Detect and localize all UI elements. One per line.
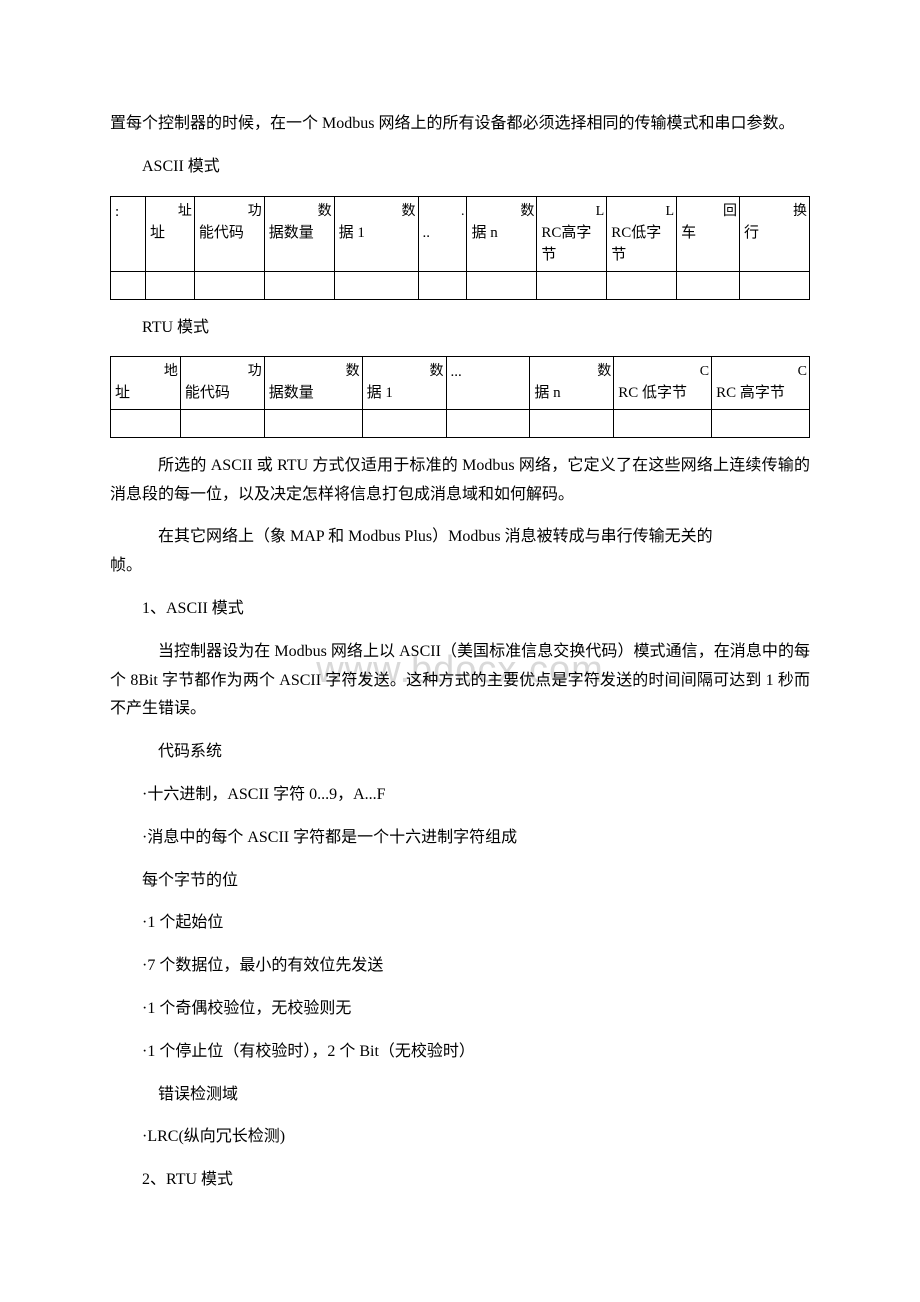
byte-bit-title: 每个字节的位	[110, 867, 810, 896]
ascii-mode-table: :址址功能代码数据数量数据 1...数据 nLRC高字节LRC低字节回车换行	[110, 196, 810, 300]
rtu-empty-cell	[362, 409, 446, 437]
rtu-header-cell: 数据数量	[264, 357, 362, 410]
rtu-header-cell: CRC 低字节	[614, 357, 712, 410]
ascii-empty-cell	[111, 271, 146, 299]
ascii-empty-cell	[607, 271, 677, 299]
rtu-header-cell: 地址	[111, 357, 181, 410]
ascii-header-cell: 回车	[677, 196, 740, 271]
rtu-empty-cell	[530, 409, 614, 437]
byte-bit-item-2: ·7 个数据位，最小的有效位先发送	[110, 952, 810, 981]
ascii-empty-cell	[537, 271, 607, 299]
ascii-empty-cell	[677, 271, 740, 299]
rtu-empty-cell	[264, 409, 362, 437]
byte-bit-item-3: ·1 个奇偶校验位，无校验则无	[110, 995, 810, 1024]
ascii-empty-cell	[467, 271, 537, 299]
rtu-empty-cell	[446, 409, 530, 437]
rtu-header-cell: 数据 n	[530, 357, 614, 410]
code-system-item-2: ·消息中的每个 ASCII 字符都是一个十六进制字符组成	[110, 824, 810, 853]
ascii-header-cell: :	[111, 196, 146, 271]
section-2-title: 2、RTU 模式	[110, 1166, 810, 1195]
ascii-header-cell: 功能代码	[194, 196, 264, 271]
rtu-header-cell: ...	[446, 357, 530, 410]
ascii-empty-cell	[418, 271, 467, 299]
ascii-header-cell: 换行	[740, 196, 810, 271]
paragraph-2-line2: 帧。	[110, 557, 142, 574]
ascii-header-cell: 数据 1	[334, 196, 418, 271]
intro-paragraph: 置每个控制器的时候，在一个 Modbus 网络上的所有设备都必须选择相同的传输模…	[110, 110, 810, 139]
ascii-header-cell: ...	[418, 196, 467, 271]
ascii-empty-cell	[740, 271, 810, 299]
rtu-empty-cell	[111, 409, 181, 437]
code-system-item-1: ·十六进制，ASCII 字符 0...9，A...F	[110, 781, 810, 810]
rtu-mode-heading: RTU 模式	[110, 314, 810, 343]
paragraph-after-tables-2: 在其它网络上（象 MAP 和 Modbus Plus）Modbus 消息被转成与…	[110, 523, 810, 581]
ascii-empty-cell	[194, 271, 264, 299]
ascii-header-cell: LRC低字节	[607, 196, 677, 271]
ascii-mode-heading: ASCII 模式	[110, 153, 810, 182]
ascii-header-cell: LRC高字节	[537, 196, 607, 271]
ascii-empty-cell	[264, 271, 334, 299]
rtu-mode-table: 地址功能代码数据数量数据 1...数据 nCRC 低字节CRC 高字节	[110, 356, 810, 438]
paragraph-after-tables-1: 所选的 ASCII 或 RTU 方式仅适用于标准的 Modbus 网络，它定义了…	[110, 452, 810, 510]
error-detection-title: 错误检测域	[110, 1081, 810, 1110]
error-detection-item-1: ·LRC(纵向冗长检测)	[110, 1123, 810, 1152]
byte-bit-item-1: ·1 个起始位	[110, 909, 810, 938]
rtu-header-cell: 数据 1	[362, 357, 446, 410]
rtu-empty-cell	[712, 409, 810, 437]
ascii-header-cell: 数据数量	[264, 196, 334, 271]
rtu-empty-cell	[180, 409, 264, 437]
ascii-header-cell: 数据 n	[467, 196, 537, 271]
ascii-empty-cell	[334, 271, 418, 299]
rtu-header-cell: 功能代码	[180, 357, 264, 410]
byte-bit-item-4: ·1 个停止位（有校验时），2 个 Bit（无校验时）	[110, 1038, 810, 1067]
rtu-header-cell: CRC 高字节	[712, 357, 810, 410]
paragraph-2-line1: 在其它网络上（象 MAP 和 Modbus Plus）Modbus 消息被转成与…	[110, 523, 810, 552]
section-1-title: 1、ASCII 模式	[110, 595, 810, 624]
section-1-paragraph: 当控制器设为在 Modbus 网络上以 ASCII（美国标准信息交换代码）模式通…	[110, 638, 810, 724]
code-system-title: 代码系统	[110, 738, 810, 767]
ascii-header-cell: 址址	[145, 196, 194, 271]
ascii-empty-cell	[145, 271, 194, 299]
rtu-empty-cell	[614, 409, 712, 437]
